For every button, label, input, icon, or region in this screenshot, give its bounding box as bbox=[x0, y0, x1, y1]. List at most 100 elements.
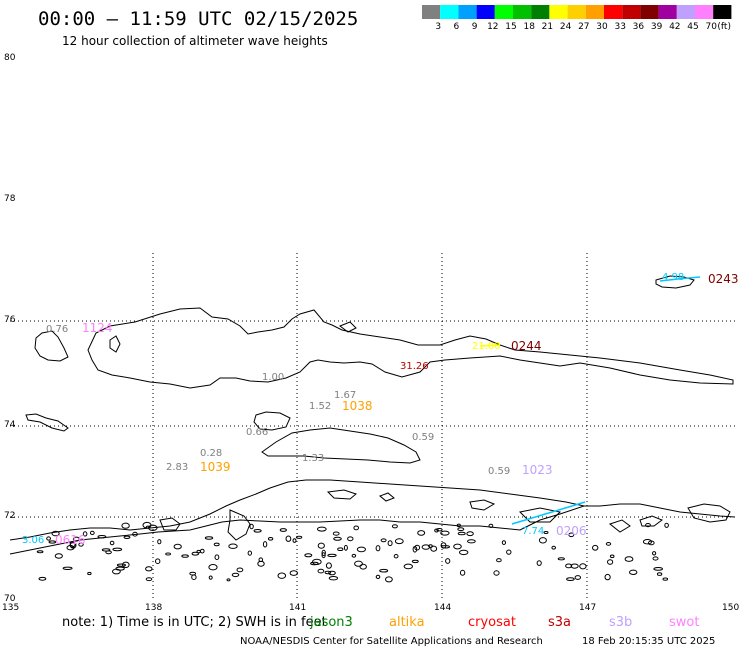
lake-outline bbox=[414, 544, 421, 551]
legend-swatch bbox=[640, 5, 659, 19]
lake-outline bbox=[506, 549, 512, 555]
island-big-south bbox=[261, 427, 421, 464]
obs-time: 0244 bbox=[511, 339, 542, 353]
obs-value: 2.83 bbox=[166, 462, 188, 473]
legend-swatch bbox=[622, 5, 641, 19]
lake-outline bbox=[165, 552, 172, 556]
color-legend: 3 6 9 12 15 18 21 24 27 30 33 36 39 42 45 70 (ft) bbox=[422, 5, 732, 32]
lake-outline bbox=[566, 577, 575, 581]
lat-label: 78 bbox=[4, 194, 16, 204]
lake-outline bbox=[380, 538, 387, 543]
obs-value: 0.76 bbox=[46, 324, 68, 335]
lake-outline bbox=[607, 559, 614, 565]
legend-label: 42 bbox=[669, 22, 680, 32]
lake-outline bbox=[642, 539, 653, 545]
lake-outline bbox=[343, 544, 348, 551]
lake-outline bbox=[87, 571, 92, 576]
lake-outline bbox=[327, 553, 337, 558]
lake-outline bbox=[253, 529, 262, 533]
legend-swatch bbox=[549, 5, 568, 19]
lake-outline bbox=[436, 528, 443, 532]
lake-outline bbox=[457, 531, 466, 536]
lake-outline bbox=[662, 577, 669, 581]
lake-outline bbox=[116, 563, 127, 567]
legend-swatch bbox=[531, 5, 550, 19]
obs-value: 0.59 bbox=[412, 432, 434, 443]
lake-outline bbox=[249, 523, 254, 530]
lat-labels: 80 78 76 74 72 70 bbox=[4, 53, 16, 604]
lake-outline bbox=[321, 552, 326, 559]
lake-outline bbox=[204, 536, 214, 540]
lake-outline bbox=[412, 546, 418, 553]
lake-outline bbox=[257, 560, 265, 567]
lake-outline bbox=[277, 572, 287, 579]
lake-outline bbox=[267, 537, 274, 541]
satellite-jason3: jason3 bbox=[309, 615, 353, 630]
obs-value: 1.33 bbox=[302, 453, 324, 464]
lake-outline bbox=[629, 569, 638, 575]
obs-time: 0206 bbox=[556, 524, 587, 538]
lake-outline bbox=[48, 540, 57, 544]
lake-outline bbox=[51, 530, 60, 537]
legend-swatch bbox=[658, 5, 677, 19]
lake-outline bbox=[393, 554, 399, 559]
lake-outline bbox=[214, 554, 220, 561]
lake-outline bbox=[97, 535, 107, 539]
lake-outline bbox=[441, 545, 450, 549]
lake-outline bbox=[359, 563, 367, 570]
lake-outline bbox=[379, 568, 389, 573]
lake-outline bbox=[501, 540, 506, 545]
lon-label: 141 bbox=[289, 603, 306, 613]
lake-outline bbox=[403, 563, 413, 570]
lake-outline bbox=[292, 538, 297, 543]
lat-label: 70 bbox=[4, 594, 16, 604]
legend-swatch bbox=[713, 5, 732, 19]
lake-outline bbox=[226, 578, 231, 582]
lake-outline bbox=[262, 541, 268, 548]
lake-outline bbox=[317, 568, 325, 574]
lake-outline bbox=[354, 560, 363, 567]
lake-outline bbox=[155, 558, 161, 565]
lake-outline bbox=[112, 547, 123, 552]
obs-time: 1124 bbox=[82, 321, 113, 335]
legend-swatch bbox=[695, 5, 714, 19]
observations: 0.76 1124 4.98 0243 31.26 21.00 0244 1.0… bbox=[22, 272, 739, 547]
lake-outline bbox=[285, 535, 292, 542]
lake-outline bbox=[609, 554, 615, 559]
legend-label: 39 bbox=[651, 22, 663, 32]
footer: note: 1) Time is in UTC; 2) SWH is in fe… bbox=[62, 615, 715, 647]
obs-time: 1039 bbox=[200, 460, 231, 474]
lake-outline bbox=[624, 556, 634, 562]
lake-outline bbox=[208, 575, 213, 580]
lake-outline bbox=[543, 531, 549, 534]
lake-outline bbox=[208, 564, 218, 571]
legend-label: 24 bbox=[560, 22, 572, 32]
legend-swatch bbox=[567, 5, 586, 19]
island-bennet bbox=[655, 275, 695, 289]
obs-value: 21.00 bbox=[472, 341, 501, 352]
lake-outline bbox=[493, 570, 500, 576]
lat-label: 72 bbox=[4, 511, 15, 521]
lake-outline bbox=[328, 570, 336, 576]
lake-outline bbox=[295, 535, 303, 539]
lon-label: 147 bbox=[579, 603, 596, 613]
lake-outline bbox=[551, 545, 557, 550]
lake-outline bbox=[304, 553, 313, 558]
lake-outline bbox=[321, 549, 326, 557]
lake-outline bbox=[316, 526, 327, 532]
satellite-s3b: s3b bbox=[609, 615, 632, 630]
lon-label: 144 bbox=[434, 603, 451, 613]
lake-outline bbox=[78, 542, 84, 547]
lake-outline bbox=[101, 548, 111, 552]
lake-outline bbox=[337, 547, 344, 552]
footer-credit: NOAA/NESDIS Center for Satellite Applica… bbox=[240, 636, 543, 647]
lake-outline bbox=[592, 544, 599, 551]
satellite-tracks bbox=[479, 276, 701, 525]
lake-outline bbox=[394, 538, 404, 545]
obs-value: 31.26 bbox=[400, 361, 429, 372]
lake-outline bbox=[231, 572, 240, 578]
lake-outline bbox=[440, 530, 450, 536]
legend-label: 36 bbox=[633, 22, 645, 32]
lake-outline bbox=[459, 569, 466, 576]
island-small-1 bbox=[25, 413, 69, 432]
